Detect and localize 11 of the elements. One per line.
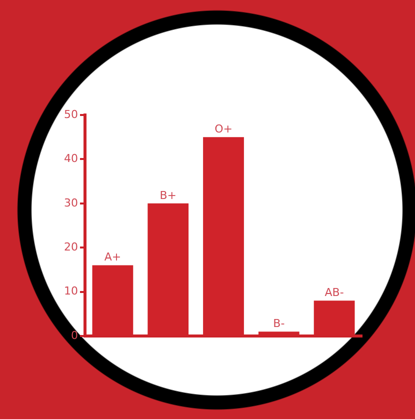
y-tick-label: 20 [64, 240, 78, 254]
y-tick-label: 30 [64, 196, 78, 210]
x-tick-label: B- [273, 316, 285, 330]
y-tick-label: 40 [64, 152, 78, 166]
y-tick-label: 0 [71, 328, 78, 342]
x-tick-label: AB- [324, 286, 344, 299]
y-tick-label: 10 [64, 284, 78, 298]
x-tick-label: O+ [214, 122, 232, 136]
x-tick-label: A+ [104, 250, 122, 264]
y-tick-label: 50 [64, 108, 78, 121]
x-tick-label: B+ [160, 188, 176, 202]
